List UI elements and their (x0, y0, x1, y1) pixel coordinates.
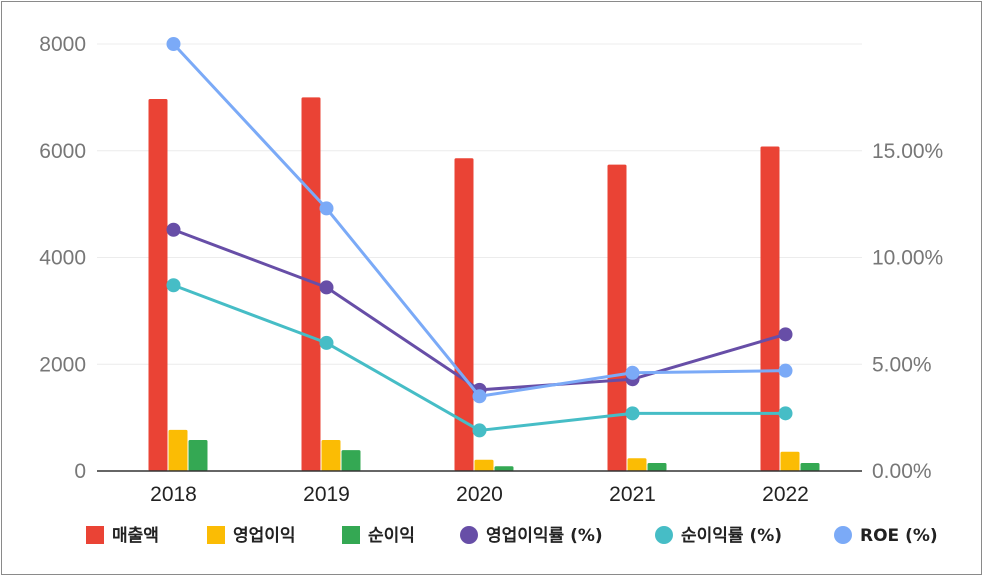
bar (760, 146, 780, 472)
x-tick-label: 2021 (609, 483, 656, 506)
x-tick-label: 2019 (303, 483, 350, 506)
series-line (172, 283, 786, 432)
bar (780, 451, 800, 471)
legend-label: 순이익률 (%) (681, 526, 782, 546)
y-left-tick-label: 6000 (39, 140, 86, 163)
line-point (778, 327, 793, 342)
y-left-tick-label: 2000 (39, 353, 86, 376)
line-point (166, 222, 181, 237)
bar (341, 450, 361, 471)
line-point (778, 406, 793, 421)
bars (148, 97, 820, 472)
series-line (172, 228, 786, 392)
x-tick-label: 2022 (762, 483, 809, 506)
y-right-tick-label: 5.00% (872, 353, 932, 376)
line-point (625, 406, 640, 421)
line-point (778, 363, 793, 378)
legend: 매출액 영업이익 순이익 영업이익률 (%) 순이익률 (%) ROE (%) (86, 526, 938, 546)
line-point (166, 37, 181, 51)
series-line (172, 42, 786, 398)
bar (148, 98, 168, 471)
gridlines (97, 43, 862, 365)
legend-label: 영업이익 (233, 526, 296, 546)
line-point (319, 201, 334, 216)
y-left-tick-label: 0 (74, 460, 86, 483)
legend-swatch (655, 526, 673, 544)
legend-swatch (460, 526, 478, 544)
bar (188, 440, 208, 471)
bar (454, 158, 474, 471)
line-point (166, 278, 181, 293)
bar (607, 164, 627, 471)
y-left-tick-label: 8000 (39, 33, 86, 56)
legend-swatch (86, 526, 104, 544)
bar (494, 466, 514, 471)
legend-label: 영업이익률 (%) (486, 526, 603, 546)
line-point (319, 280, 334, 295)
bar (321, 440, 341, 471)
line-point (472, 423, 487, 438)
y-left-tick-label: 4000 (39, 247, 86, 270)
bar (627, 458, 647, 471)
bar (474, 459, 494, 471)
legend-label: ROE (%) (860, 526, 938, 546)
legend-label: 순이익 (368, 526, 415, 546)
bar (168, 429, 188, 471)
line-point (625, 365, 640, 380)
legend-label: 매출액 (112, 526, 159, 546)
y-right-tick-label: 0.00% (872, 460, 932, 483)
bar (800, 462, 820, 471)
bar (301, 97, 321, 471)
line-point (319, 335, 334, 350)
x-tick-label: 2018 (150, 483, 197, 506)
line-point (472, 389, 487, 404)
bar (647, 462, 667, 471)
x-tick-label: 2020 (456, 483, 503, 506)
y-axis-right: 0.00% 5.00% 10.00% 15.00% (872, 140, 943, 483)
line-series (166, 37, 793, 438)
y-right-tick-label: 10.00% (872, 247, 943, 270)
legend-swatch (207, 526, 225, 544)
legend-swatch (834, 526, 852, 544)
x-axis: 2018 2019 2020 2021 2022 (150, 483, 809, 506)
y-right-tick-label: 15.00% (872, 140, 943, 163)
legend-swatch (342, 526, 360, 544)
y-axis-left: 0 2000 4000 6000 8000 (39, 33, 86, 483)
